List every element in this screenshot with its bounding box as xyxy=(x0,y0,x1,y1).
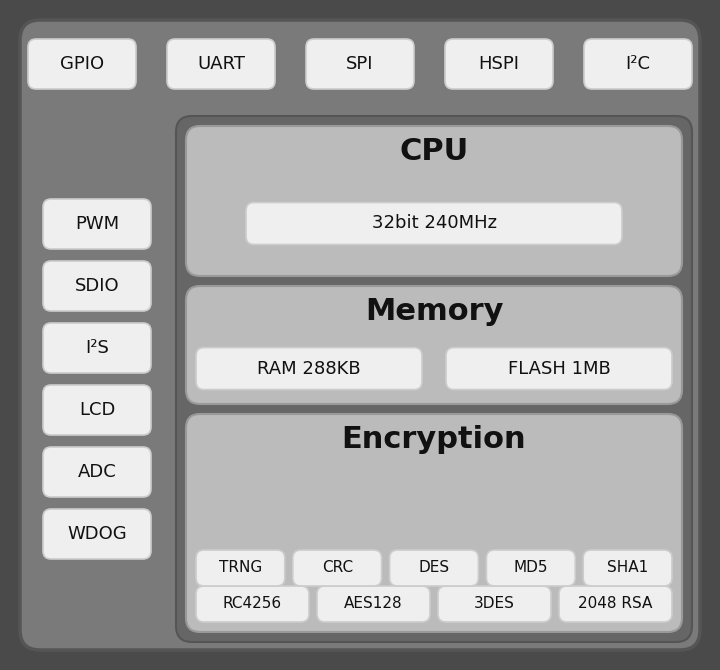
Text: ADC: ADC xyxy=(78,463,117,481)
FancyBboxPatch shape xyxy=(43,509,151,559)
FancyBboxPatch shape xyxy=(43,323,151,373)
Text: HSPI: HSPI xyxy=(479,55,520,73)
Text: SDIO: SDIO xyxy=(75,277,120,295)
Text: Encryption: Encryption xyxy=(342,425,526,454)
FancyBboxPatch shape xyxy=(28,39,136,89)
Text: 3DES: 3DES xyxy=(474,596,515,612)
FancyBboxPatch shape xyxy=(20,20,700,650)
Text: FLASH 1MB: FLASH 1MB xyxy=(508,360,611,378)
Text: 2048 RSA: 2048 RSA xyxy=(578,596,653,612)
Text: GPIO: GPIO xyxy=(60,55,104,73)
FancyBboxPatch shape xyxy=(293,550,382,586)
Text: SPI: SPI xyxy=(346,55,374,73)
Text: WDOG: WDOG xyxy=(67,525,127,543)
FancyBboxPatch shape xyxy=(487,550,575,586)
Text: CPU: CPU xyxy=(400,137,469,167)
Text: RAM 288KB: RAM 288KB xyxy=(257,360,361,378)
Text: 32bit 240MHz: 32bit 240MHz xyxy=(372,214,497,232)
FancyBboxPatch shape xyxy=(43,385,151,435)
FancyBboxPatch shape xyxy=(196,586,309,622)
Text: Memory: Memory xyxy=(365,297,503,326)
FancyBboxPatch shape xyxy=(438,586,551,622)
FancyBboxPatch shape xyxy=(43,447,151,497)
FancyBboxPatch shape xyxy=(167,39,275,89)
Text: DES: DES xyxy=(418,561,449,576)
FancyBboxPatch shape xyxy=(584,39,692,89)
FancyBboxPatch shape xyxy=(196,550,285,586)
FancyBboxPatch shape xyxy=(559,586,672,622)
FancyBboxPatch shape xyxy=(186,126,682,276)
FancyBboxPatch shape xyxy=(306,39,414,89)
Text: CRC: CRC xyxy=(322,561,353,576)
FancyBboxPatch shape xyxy=(445,39,553,89)
FancyBboxPatch shape xyxy=(583,550,672,586)
FancyBboxPatch shape xyxy=(43,261,151,311)
FancyBboxPatch shape xyxy=(446,348,672,389)
FancyBboxPatch shape xyxy=(196,348,422,389)
FancyBboxPatch shape xyxy=(246,202,622,245)
Text: LCD: LCD xyxy=(78,401,115,419)
Text: SHA1: SHA1 xyxy=(607,561,648,576)
Text: UART: UART xyxy=(197,55,245,73)
FancyBboxPatch shape xyxy=(43,199,151,249)
Text: PWM: PWM xyxy=(75,215,119,233)
FancyBboxPatch shape xyxy=(317,586,430,622)
Text: I²S: I²S xyxy=(85,339,109,357)
Text: RC4256: RC4256 xyxy=(223,596,282,612)
Text: TRNG: TRNG xyxy=(219,561,262,576)
FancyBboxPatch shape xyxy=(186,414,682,632)
Text: AES128: AES128 xyxy=(344,596,402,612)
Text: MD5: MD5 xyxy=(513,561,548,576)
FancyBboxPatch shape xyxy=(186,286,682,404)
FancyBboxPatch shape xyxy=(176,116,692,642)
Text: I²C: I²C xyxy=(626,55,650,73)
FancyBboxPatch shape xyxy=(390,550,478,586)
